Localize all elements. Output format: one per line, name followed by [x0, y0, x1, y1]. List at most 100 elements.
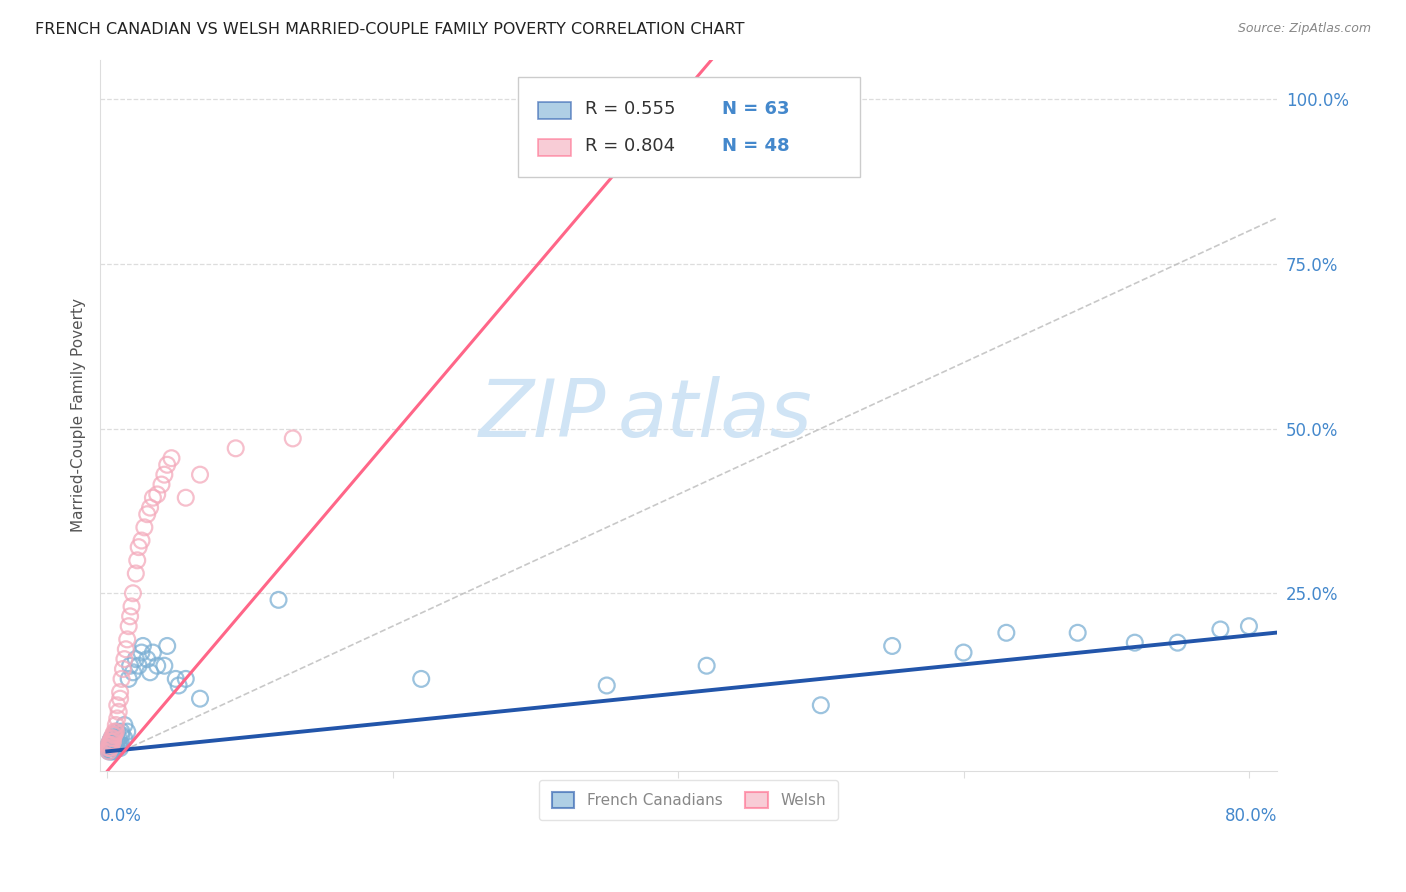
Point [146, 658, 169, 673]
Point [101, 738, 124, 752]
Point [117, 632, 139, 647]
Point [104, 741, 127, 756]
Point [105, 711, 128, 725]
Point [98, 744, 121, 758]
Point [139, 500, 162, 515]
Point [110, 728, 132, 742]
Point [110, 738, 132, 752]
Point [188, 467, 211, 482]
Point [810, 698, 832, 713]
Point [281, 432, 304, 446]
Point [131, 646, 153, 660]
Point [97, 741, 120, 756]
Point [174, 672, 197, 686]
Point [100, 744, 122, 758]
Point [112, 731, 135, 746]
Point [131, 533, 153, 548]
Point [118, 672, 141, 686]
Point [142, 646, 165, 660]
FancyBboxPatch shape [538, 139, 571, 156]
Point [153, 467, 176, 482]
Point [952, 646, 974, 660]
Point [134, 520, 156, 534]
Point [100, 741, 122, 756]
Point [118, 619, 141, 633]
Point [103, 724, 125, 739]
Point [98, 734, 121, 748]
Point [114, 642, 136, 657]
Point [110, 672, 132, 686]
Y-axis label: Married-Couple Family Poverty: Married-Couple Family Poverty [72, 298, 86, 533]
Point [188, 691, 211, 706]
Point [122, 665, 145, 680]
Point [101, 734, 124, 748]
Point [117, 724, 139, 739]
Point [122, 586, 145, 600]
Point [105, 724, 128, 739]
Point [995, 625, 1018, 640]
Point [150, 477, 173, 491]
FancyBboxPatch shape [517, 78, 859, 177]
Point [267, 592, 290, 607]
Point [167, 678, 190, 692]
Point [98, 741, 121, 756]
Point [108, 741, 131, 756]
Text: FRENCH CANADIAN VS WELSH MARRIED-COUPLE FAMILY POVERTY CORRELATION CHART: FRENCH CANADIAN VS WELSH MARRIED-COUPLE … [35, 22, 745, 37]
Point [411, 672, 433, 686]
Point [101, 731, 124, 746]
Point [104, 738, 127, 752]
Text: N = 48: N = 48 [721, 137, 789, 155]
Text: 80.0%: 80.0% [1225, 806, 1278, 825]
Point [101, 731, 124, 746]
Point [136, 652, 159, 666]
Point [125, 566, 148, 581]
Point [98, 734, 121, 748]
Point [121, 599, 143, 614]
Text: atlas: atlas [619, 376, 813, 454]
Point [108, 685, 131, 699]
Point [1123, 635, 1146, 649]
Point [107, 705, 129, 719]
Point [596, 125, 619, 139]
Point [153, 658, 176, 673]
Point [97, 738, 120, 752]
Point [97, 744, 120, 758]
Point [103, 738, 125, 752]
Point [112, 652, 135, 666]
Point [100, 731, 122, 746]
Point [1237, 619, 1260, 633]
Point [120, 658, 142, 673]
Point [97, 738, 120, 752]
Point [112, 718, 135, 732]
Point [132, 639, 155, 653]
Point [125, 652, 148, 666]
Point [104, 718, 127, 732]
Point [128, 540, 150, 554]
Point [100, 731, 122, 746]
Text: Source: ZipAtlas.com: Source: ZipAtlas.com [1237, 22, 1371, 36]
Point [107, 731, 129, 746]
Point [98, 738, 121, 752]
Point [882, 639, 904, 653]
Point [97, 744, 120, 758]
Point [100, 738, 122, 752]
Text: R = 0.804: R = 0.804 [585, 137, 675, 155]
Point [1209, 623, 1232, 637]
Point [110, 724, 132, 739]
Point [103, 728, 125, 742]
Point [139, 665, 162, 680]
Point [108, 738, 131, 752]
Point [104, 724, 127, 739]
FancyBboxPatch shape [538, 102, 571, 119]
Legend: French Canadians, Welsh: French Canadians, Welsh [540, 780, 838, 821]
Point [105, 698, 128, 713]
Point [156, 458, 179, 472]
Point [100, 738, 122, 752]
Point [127, 553, 149, 567]
Point [136, 507, 159, 521]
Point [174, 491, 197, 505]
Point [596, 678, 619, 692]
Point [156, 639, 179, 653]
Point [101, 728, 124, 742]
Point [105, 734, 128, 748]
